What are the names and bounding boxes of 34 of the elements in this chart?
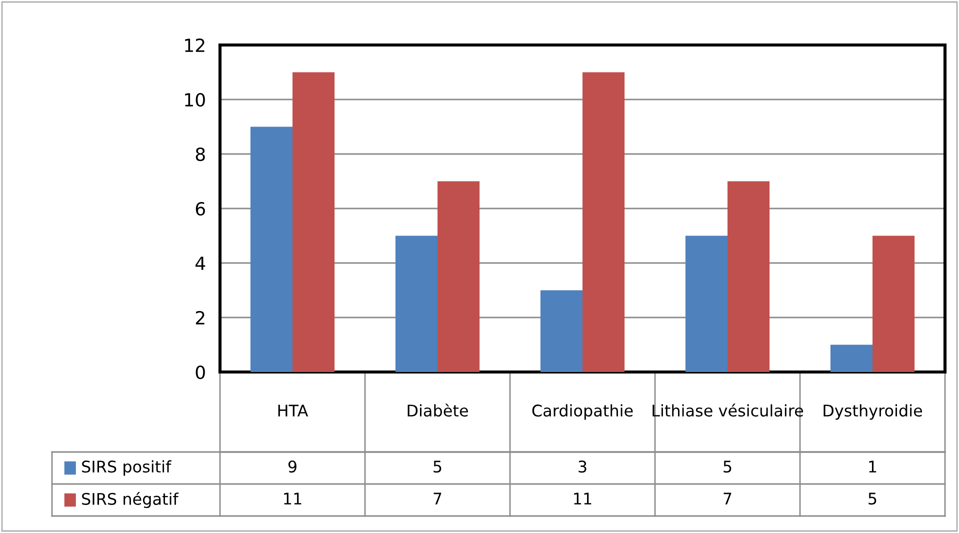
data-label: 1: [869, 460, 876, 472]
bar: [438, 181, 480, 372]
y-tick-label: 4: [196, 256, 206, 270]
x-tick-label: Dysthyroidie: [824, 404, 922, 420]
y-tick-label: 6: [196, 202, 205, 216]
x-tick-label: HTA: [278, 404, 308, 416]
y-tick-label: 12: [185, 38, 204, 52]
bar: [728, 181, 770, 372]
legend-label: SIRS négatif: [82, 492, 179, 508]
data-label: 5: [868, 492, 876, 505]
bar: [292, 72, 335, 372]
data-label: 5: [434, 460, 442, 473]
y-tick-label: 0: [196, 365, 205, 380]
bar: [582, 72, 625, 372]
legend-label: SIRS positif: [82, 460, 172, 476]
data-label: 7: [434, 492, 442, 504]
data-label: 5: [724, 460, 732, 473]
bar: [540, 290, 582, 372]
bar: [872, 236, 915, 372]
bar: [395, 236, 438, 372]
data-label: 11: [574, 492, 592, 504]
data-label: 11: [284, 492, 302, 504]
y-tick-label: 10: [185, 92, 205, 107]
x-tick-label: Cardiopathie: [532, 404, 633, 420]
x-tick-label: Lithiase vésiculaire: [652, 404, 804, 417]
y-tick-label: 8: [196, 147, 205, 162]
bar: [830, 344, 872, 372]
bar: [685, 236, 728, 372]
y-tick-label: 2: [196, 310, 204, 324]
data-label: 7: [724, 492, 732, 504]
data-label: 3: [578, 460, 586, 473]
data-label: 9: [288, 460, 296, 473]
x-tick-label: Diabète: [408, 404, 468, 417]
bar: [250, 126, 292, 372]
